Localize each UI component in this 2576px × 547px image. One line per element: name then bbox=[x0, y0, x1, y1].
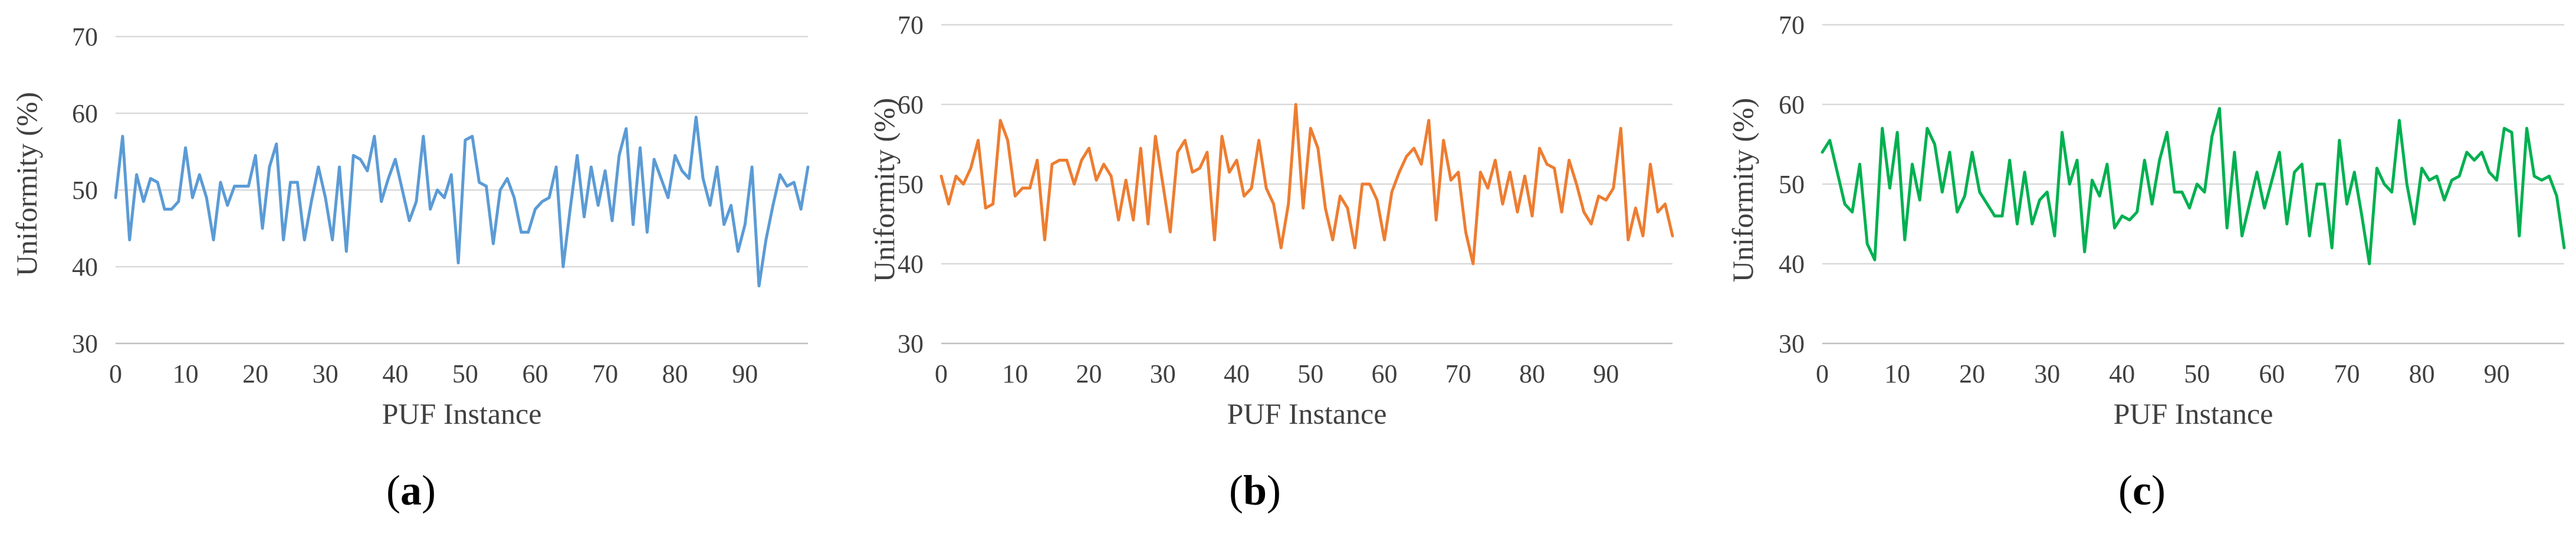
y-tick-label: 30 bbox=[898, 329, 924, 358]
x-tick-label: 70 bbox=[592, 359, 618, 388]
x-tick-label: 30 bbox=[2034, 359, 2060, 388]
y-tick-label: 60 bbox=[898, 90, 924, 119]
x-axis-label: PUF Instance bbox=[2114, 397, 2273, 430]
chart-panel-b: 30 40 50 60 70 0 10 20 30 40 50 60 70 80 90 PUF Instanc… bbox=[859, 0, 1717, 547]
x-tick-label: 80 bbox=[2409, 359, 2435, 388]
x-tick-label: 0 bbox=[935, 359, 948, 388]
y-tick-label: 50 bbox=[1779, 170, 1805, 199]
x-tick-label: 70 bbox=[2334, 359, 2360, 388]
y-axis-label: Uniformity (%) bbox=[10, 92, 43, 276]
panel-label-a: (a) bbox=[386, 467, 436, 514]
x-tick-label: 50 bbox=[2184, 359, 2210, 388]
x-tick-label: 20 bbox=[1076, 359, 1102, 388]
x-axis-label: PUF Instance bbox=[382, 397, 542, 430]
y-tick-label: 70 bbox=[1779, 11, 1805, 40]
uniformity-line-chart-a: 30 40 50 60 70 0 10 20 30 40 50 60 70 80 90 PUF Instanc… bbox=[10, 22, 810, 430]
x-tick-label: 80 bbox=[662, 359, 688, 388]
y-tick-label: 40 bbox=[72, 253, 98, 281]
panel-label-b: (b) bbox=[1229, 467, 1282, 514]
x-tick-label: 90 bbox=[1593, 359, 1619, 388]
y-tick-label: 50 bbox=[898, 170, 924, 199]
x-tick-label: 50 bbox=[1297, 359, 1323, 388]
y-tick-label: 30 bbox=[72, 329, 98, 358]
y-tick-label: 40 bbox=[898, 250, 924, 279]
x-tick-label: 10 bbox=[1884, 359, 1910, 388]
uniformity-series-line bbox=[939, 103, 1674, 266]
y-tick-label: 60 bbox=[72, 99, 98, 128]
y-tick-label: 70 bbox=[898, 11, 924, 40]
uniformity-line-chart-b: 30 40 50 60 70 0 10 20 30 40 50 60 70 80 90 PUF Instanc… bbox=[868, 11, 1674, 430]
x-tick-label: 20 bbox=[242, 359, 268, 388]
x-tick-label: 0 bbox=[109, 359, 122, 388]
x-tick-label: 60 bbox=[523, 359, 548, 388]
x-tick-label: 30 bbox=[313, 359, 339, 388]
y-axis-label: Uniformity (%) bbox=[1726, 98, 1759, 282]
x-tick-label: 40 bbox=[1224, 359, 1250, 388]
chart-panel-a: 30 40 50 60 70 0 10 20 30 40 50 60 70 80 90 PUF Instanc… bbox=[0, 0, 859, 547]
x-tick-label: 20 bbox=[1959, 359, 1985, 388]
x-tick-label: 30 bbox=[1150, 359, 1176, 388]
chart-panel-c: 30 40 50 60 70 0 10 20 30 40 50 60 70 80 90 PUF Instanc… bbox=[1717, 0, 2576, 547]
x-tick-label: 10 bbox=[173, 359, 199, 388]
y-tick-label: 50 bbox=[72, 176, 98, 205]
y-tick-label: 30 bbox=[1779, 329, 1805, 358]
x-tick-label: 40 bbox=[382, 359, 408, 388]
y-tick-label: 40 bbox=[1779, 250, 1805, 279]
x-tick-label: 60 bbox=[2259, 359, 2285, 388]
uniformity-series-line bbox=[1821, 107, 2566, 266]
y-tick-label: 60 bbox=[1779, 90, 1805, 119]
x-tick-label: 70 bbox=[1445, 359, 1471, 388]
panel-label-c: (c) bbox=[2118, 467, 2166, 514]
x-tick-label: 0 bbox=[1816, 359, 1829, 388]
x-tick-label: 90 bbox=[2484, 359, 2510, 388]
y-tick-label: 70 bbox=[72, 22, 98, 51]
x-tick-label: 50 bbox=[452, 359, 478, 388]
x-tick-label: 80 bbox=[1519, 359, 1545, 388]
x-axis-label: PUF Instance bbox=[1227, 397, 1387, 430]
y-axis-label: Uniformity (%) bbox=[868, 98, 901, 282]
x-tick-label: 90 bbox=[732, 359, 758, 388]
x-tick-label: 60 bbox=[1372, 359, 1398, 388]
x-tick-label: 10 bbox=[1002, 359, 1028, 388]
uniformity-line-chart-c: 30 40 50 60 70 0 10 20 30 40 50 60 70 80 90 PUF Instanc… bbox=[1726, 11, 2566, 430]
x-tick-label: 40 bbox=[2109, 359, 2135, 388]
uniformity-series-line bbox=[114, 116, 810, 287]
